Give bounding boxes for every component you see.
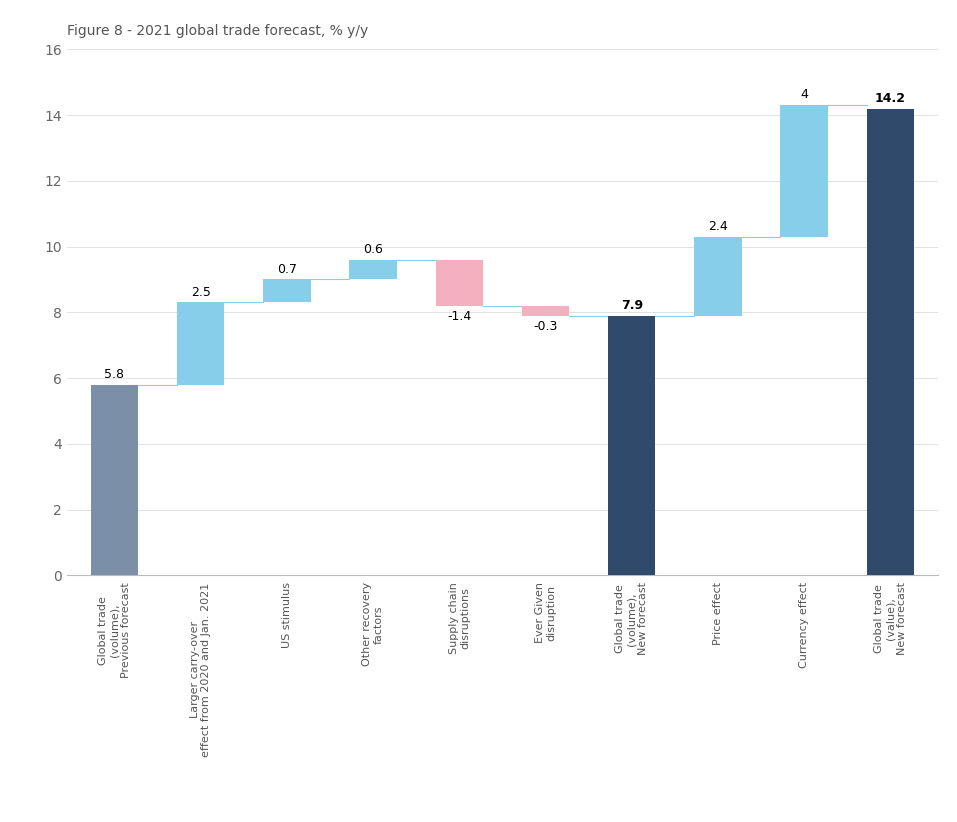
Text: 14.2: 14.2: [875, 91, 906, 104]
Bar: [91, 385, 138, 575]
Bar: [177, 302, 224, 385]
Text: -0.3: -0.3: [533, 320, 558, 333]
Bar: [694, 237, 742, 316]
Bar: [522, 306, 569, 316]
Text: 5.8: 5.8: [104, 367, 124, 381]
Bar: [349, 260, 397, 279]
Bar: [435, 260, 483, 306]
Text: 7.9: 7.9: [621, 298, 643, 312]
Bar: [263, 279, 311, 302]
Text: 2.5: 2.5: [190, 285, 211, 298]
Text: 0.7: 0.7: [277, 262, 297, 275]
Text: -1.4: -1.4: [447, 310, 472, 323]
Text: Figure 8 - 2021 global trade forecast, % y/y: Figure 8 - 2021 global trade forecast, %…: [67, 25, 368, 39]
Text: 2.4: 2.4: [708, 219, 728, 233]
Bar: [781, 105, 828, 237]
Text: 0.6: 0.6: [363, 242, 383, 256]
Text: 4: 4: [800, 88, 808, 101]
Bar: [608, 316, 656, 575]
Bar: [867, 109, 914, 575]
